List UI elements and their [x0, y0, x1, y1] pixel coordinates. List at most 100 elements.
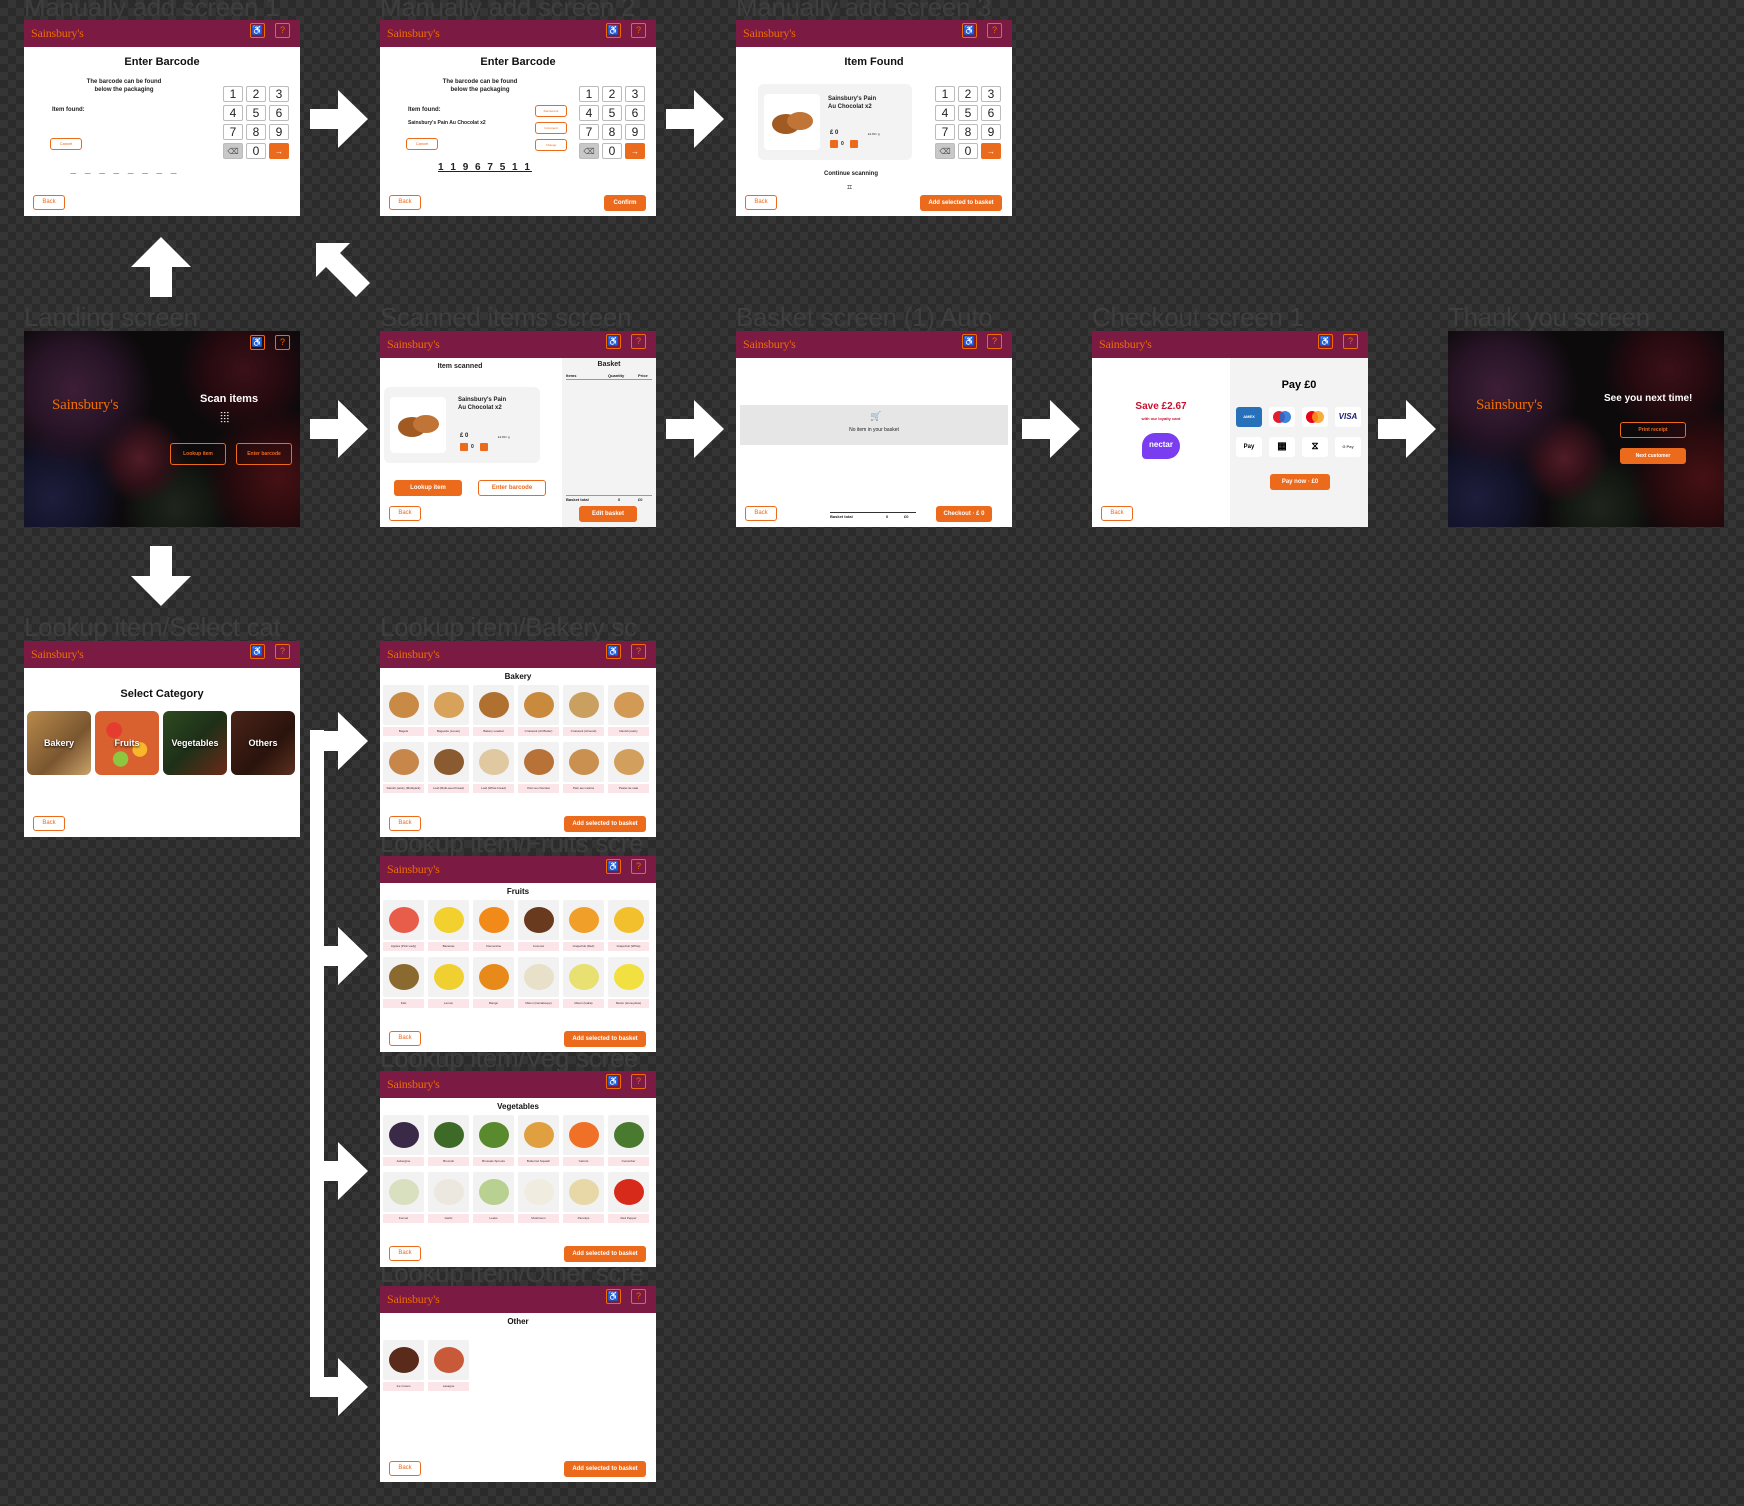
back-button[interactable]: Back: [389, 1461, 421, 1476]
back-button[interactable]: Back: [389, 1031, 421, 1046]
enter-key[interactable]: →: [625, 143, 645, 159]
help-icon[interactable]: ?: [631, 23, 646, 38]
help-icon[interactable]: ?: [275, 23, 290, 38]
product-tile[interactable]: Coconut: [518, 900, 559, 951]
product-tile[interactable]: Melon (Honeydew): [608, 957, 649, 1008]
key-5[interactable]: 5: [958, 105, 978, 121]
plus-button[interactable]: [480, 443, 488, 451]
enter-barcode-button[interactable]: Enter barcode: [478, 480, 546, 496]
change-button[interactable]: Change: [535, 139, 567, 151]
key-6[interactable]: 6: [981, 105, 1001, 121]
back-button[interactable]: Back: [389, 1246, 421, 1261]
accessibility-icon[interactable]: ♿: [606, 23, 621, 38]
print-receipt-button[interactable]: Print receipt: [1620, 422, 1686, 438]
minus-button[interactable]: [830, 140, 838, 148]
key-4[interactable]: 4: [579, 105, 599, 121]
product-tile[interactable]: Fennel: [383, 1172, 424, 1223]
back-button[interactable]: Back: [389, 195, 421, 210]
product-tile[interactable]: Pain aux raisins: [563, 742, 604, 793]
product-tile[interactable]: Butternut Squash: [518, 1115, 559, 1166]
product-tile[interactable]: Mushroom: [518, 1172, 559, 1223]
product-tile[interactable]: Croissant (All Butter): [518, 685, 559, 736]
help-icon[interactable]: ?: [631, 859, 646, 874]
maestro-icon[interactable]: [1269, 407, 1295, 427]
product-tile[interactable]: Loaf (White bread): [473, 742, 514, 793]
key-6[interactable]: 6: [269, 105, 289, 121]
product-tile[interactable]: Bagels: [383, 685, 424, 736]
product-tile[interactable]: Lemon: [428, 957, 469, 1008]
product-tile[interactable]: Bananas: [428, 900, 469, 951]
key-3[interactable]: 3: [981, 86, 1001, 102]
accessibility-icon[interactable]: ♿: [962, 23, 977, 38]
key-2[interactable]: 2: [246, 86, 266, 102]
visa-icon[interactable]: VISA: [1335, 407, 1361, 427]
accessibility-icon[interactable]: ♿: [250, 644, 265, 659]
key-5[interactable]: 5: [602, 105, 622, 121]
confirm-button[interactable]: Confirm: [604, 195, 646, 211]
help-icon[interactable]: ?: [987, 23, 1002, 38]
product-tile[interactable]: Melon (Cantaloupe): [518, 957, 559, 1008]
key-9[interactable]: 9: [269, 124, 289, 140]
next-customer-button[interactable]: Next customer: [1620, 448, 1686, 464]
key-4[interactable]: 4: [223, 105, 243, 121]
key-8[interactable]: 8: [602, 124, 622, 140]
accessibility-icon[interactable]: ♿: [606, 334, 621, 349]
add-selected-button[interactable]: Add selected to basket: [920, 195, 1002, 211]
product-tile[interactable]: Pastel de nata: [608, 742, 649, 793]
accessibility-icon[interactable]: ♿: [250, 23, 265, 38]
cancel-button[interactable]: Cancel: [50, 138, 82, 150]
accessibility-icon[interactable]: ♿: [962, 334, 977, 349]
key-9[interactable]: 9: [981, 124, 1001, 140]
key-2[interactable]: 2: [958, 86, 978, 102]
key-0[interactable]: 0: [958, 143, 978, 159]
help-icon[interactable]: ?: [987, 334, 1002, 349]
minus-button[interactable]: [460, 443, 468, 451]
key-0[interactable]: 0: [602, 143, 622, 159]
key-5[interactable]: 5: [246, 105, 266, 121]
product-tile[interactable]: Kiwi: [383, 957, 424, 1008]
product-tile[interactable]: Bakery Loaded: [473, 685, 514, 736]
help-icon[interactable]: ?: [631, 1074, 646, 1089]
add-selected-button[interactable]: Add selected to basket: [564, 1461, 646, 1477]
help-icon[interactable]: ?: [275, 644, 290, 659]
accessibility-icon[interactable]: ♿: [1318, 334, 1333, 349]
google-pay-icon[interactable]: G Pay: [1335, 437, 1361, 457]
key-7[interactable]: 7: [935, 124, 955, 140]
key-1[interactable]: 1: [579, 86, 599, 102]
backspace-key[interactable]: ⌫: [579, 143, 599, 159]
key-3[interactable]: 3: [625, 86, 645, 102]
key-7[interactable]: 7: [579, 124, 599, 140]
help-icon[interactable]: ?: [631, 1289, 646, 1304]
product-tile[interactable]: Garlic: [428, 1172, 469, 1223]
backspace-key[interactable]: ⌫: [223, 143, 243, 159]
key-1[interactable]: 1: [935, 86, 955, 102]
checkout-button[interactable]: Checkout · £ 0: [936, 506, 992, 522]
accessibility-icon[interactable]: ♿: [606, 1074, 621, 1089]
amex-icon[interactable]: AMEX: [1236, 407, 1262, 427]
mastercard-icon[interactable]: [1302, 407, 1328, 427]
key-7[interactable]: 7: [223, 124, 243, 140]
help-icon[interactable]: ?: [275, 335, 290, 350]
product-tile[interactable]: Danish pastry (Multipack): [383, 742, 424, 793]
accessibility-icon[interactable]: ♿: [606, 859, 621, 874]
back-button[interactable]: Back: [33, 816, 65, 831]
back-button[interactable]: Back: [1101, 506, 1133, 521]
product-tile[interactable]: Apples (Pink Lady): [383, 900, 424, 951]
product-tile[interactable]: Leeks: [473, 1172, 514, 1223]
product-tile[interactable]: Grapefruit (Red): [563, 900, 604, 951]
category-bakery[interactable]: Bakery: [27, 711, 91, 775]
plus-button[interactable]: [850, 140, 858, 148]
product-tile[interactable]: Mango: [473, 957, 514, 1008]
key-1[interactable]: 1: [223, 86, 243, 102]
product-tile[interactable]: Grapefruit (White): [608, 900, 649, 951]
apple-pay-icon[interactable]: Pay: [1236, 437, 1262, 457]
pay-now-button[interactable]: Pay now · £0: [1270, 474, 1330, 490]
backspace-key[interactable]: ⌫: [935, 143, 955, 159]
enter-key[interactable]: →: [269, 143, 289, 159]
cancel-button[interactable]: Cancel: [406, 138, 438, 150]
category-others[interactable]: Others: [231, 711, 295, 775]
accessibility-icon[interactable]: ♿: [606, 1289, 621, 1304]
add-selected-button[interactable]: Add selected to basket: [564, 1246, 646, 1262]
decrement-button[interactable]: Decrement: [535, 105, 567, 117]
product-tile[interactable]: Melon (Galia): [563, 957, 604, 1008]
